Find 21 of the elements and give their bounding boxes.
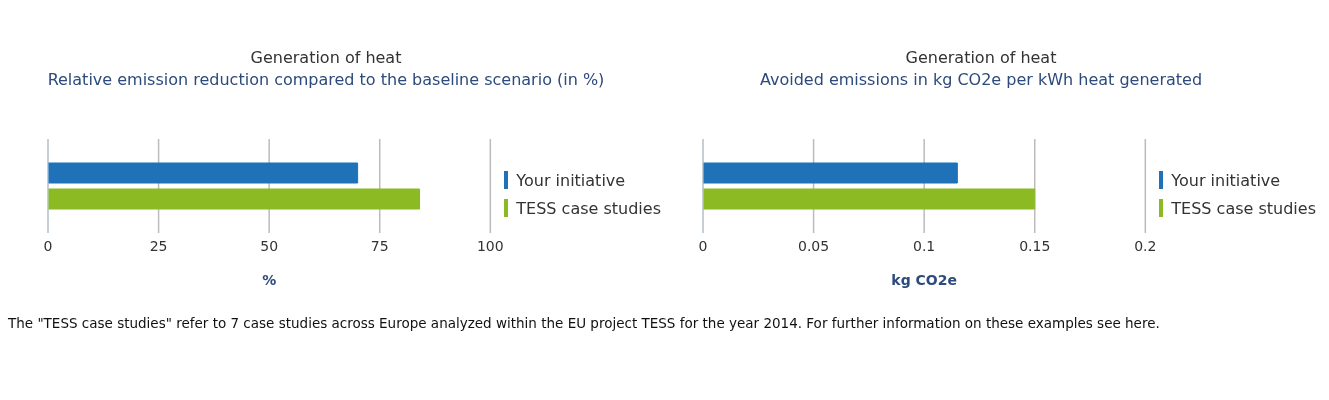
x-tick-label: 100 [476, 237, 504, 254]
chart-subtitle: Avoided emissions in kg CO2e per kWh heat generated [759, 70, 1203, 89]
x-tick-label: 50 [260, 237, 279, 254]
chart-title: Generation of heat [904, 48, 1058, 67]
x-tick-label: 0 [43, 237, 53, 254]
legend-label: TESS case studies [515, 197, 661, 220]
x-tick-label: 75 [370, 237, 389, 254]
legend-label: Your initiative [1170, 169, 1282, 192]
x-tick-label: 0.1 [913, 237, 936, 254]
x-tick-label: 0.2 [1134, 237, 1157, 254]
x-axis-title: kg CO2e [891, 272, 957, 288]
x-tick-label: 0.15 [1019, 237, 1051, 254]
x-tick-label: 25 [149, 237, 168, 254]
chart-subtitle: Relative emission reduction compared to the baseline scenario (in %) [47, 70, 605, 89]
x-axis-title: % [262, 272, 277, 288]
legend-label: TESS case studies [1170, 197, 1316, 220]
x-tick-label: 0 [698, 237, 708, 254]
legend-label: Your initiative [515, 169, 627, 192]
text: The "TESS case studies" refer to 7 case studies across Europe analyzed within the EU project TESS for the year 2014. For further information on these examples see here. [8, 314, 1161, 333]
chart-title: Generation of heat [249, 48, 403, 67]
x-tick-label: 0.05 [797, 237, 830, 254]
